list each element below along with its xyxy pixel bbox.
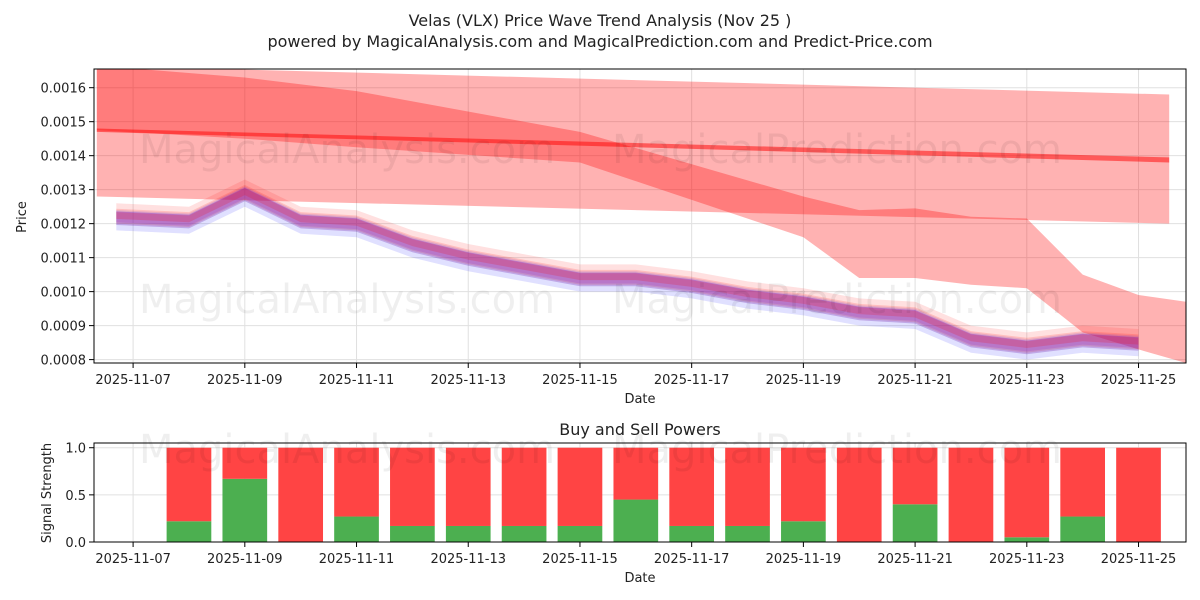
price-plot: MagicalAnalysis.com MagicalPrediction.co… (15, 68, 1187, 407)
sell-bar (557, 447, 603, 526)
price-x-tick-label: 2025-11-13 (430, 373, 506, 388)
power-x-tick-label: 2025-11-19 (766, 552, 842, 567)
sell-bar (278, 447, 324, 542)
sell-bar (1116, 447, 1161, 542)
sell-bar (334, 447, 379, 517)
power-x-tick-label: 2025-11-07 (95, 552, 171, 567)
price-x-tick-label: 2025-11-11 (319, 373, 395, 388)
sell-bar (445, 447, 491, 526)
price-x-tick-label: 2025-11-09 (207, 373, 283, 388)
price-x-tick-label: 2025-11-17 (654, 373, 730, 388)
sell-bar (166, 447, 212, 522)
power-watermarks: MagicalAnalysis.com MagicalPrediction.co… (139, 427, 1062, 473)
wave-ribbon-4 (116, 187, 1139, 355)
price-x-label: Date (624, 392, 655, 407)
buy-bar (669, 525, 715, 542)
buy-bar (1004, 537, 1050, 542)
wave-ribbon-5 (116, 187, 1139, 352)
power-x-tick-label: 2025-11-13 (430, 552, 506, 567)
power-x-tick-label: 2025-11-15 (542, 552, 618, 567)
power-plot: MagicalAnalysis.com MagicalPrediction.co… (40, 427, 1187, 586)
price-x-tick-label: 2025-11-19 (766, 373, 842, 388)
sell-bar (669, 447, 715, 526)
watermark-analysis-top: MagicalAnalysis.com (139, 127, 555, 173)
buy-bar (557, 525, 603, 542)
sell-bar (1060, 447, 1106, 517)
power-bars (166, 447, 1161, 542)
main-chart-subtitle: powered by MagicalAnalysis.com and Magic… (267, 32, 932, 51)
main-chart-title: Velas (VLX) Price Wave Trend Analysis (N… (409, 11, 792, 30)
power-chart-title: Buy and Sell Powers (559, 420, 721, 439)
price-y-tick-label: 0.0010 (41, 286, 87, 301)
buy-bar (725, 525, 770, 542)
price-y-label: Price (15, 201, 30, 233)
watermark-analysis-bottom: MagicalAnalysis.com (139, 427, 555, 473)
buy-bar (1060, 516, 1106, 542)
power-y-tick-label: 0.0 (65, 536, 86, 551)
buy-bar (166, 521, 212, 542)
price-watermarks: MagicalAnalysis.com MagicalPrediction.co… (139, 127, 1062, 323)
power-y-tick-label: 0.5 (65, 489, 86, 504)
price-y-tick-label: 0.0013 (41, 184, 87, 199)
power-y-label: Signal Strength (40, 443, 55, 543)
sell-bar (222, 447, 268, 479)
price-plot-frame (93, 68, 1187, 364)
buy-bar (781, 521, 826, 542)
sell-bar (725, 447, 770, 526)
buy-bar (222, 478, 268, 542)
price-grid (94, 69, 1186, 363)
buy-bar (501, 525, 547, 542)
price-y-ticks: 0.0008 0.0009 0.0010 0.0011 0.0012 0.0013 0.00… (41, 82, 94, 369)
power-x-tick-label: 2025-11-09 (207, 552, 283, 567)
price-band-3 (96, 128, 1170, 163)
power-x-tick-label: 2025-11-21 (877, 552, 953, 567)
price-y-tick-label: 0.0014 (41, 150, 87, 165)
watermark-prediction-mid: MagicalPrediction.com (612, 277, 1062, 323)
watermark-prediction-bottom: MagicalPrediction.com (612, 427, 1062, 473)
buy-bar (445, 525, 491, 542)
price-y-tick-label: 0.0011 (41, 252, 87, 267)
sell-bar (501, 447, 547, 526)
price-band-2 (96, 69, 1186, 363)
power-y-ticks: 0.0 0.5 1.0 (65, 442, 94, 551)
watermark-prediction-top: MagicalPrediction.com (612, 127, 1062, 173)
sell-bar (948, 447, 994, 542)
wave-ribbon-6 (116, 188, 1139, 348)
wave-ribbon-1 (116, 179, 1139, 355)
sell-bar (390, 447, 435, 526)
price-y-tick-label: 0.0016 (41, 82, 87, 97)
sell-bar (892, 447, 938, 505)
wave-ribbon-2 (116, 186, 1139, 360)
price-y-tick-label: 0.0015 (41, 116, 87, 131)
price-x-tick-label: 2025-11-21 (877, 373, 953, 388)
power-x-ticks: 2025-11-07 2025-11-09 2025-11-11 2025-11-13… (95, 542, 1176, 567)
sell-bar (1004, 447, 1050, 538)
buy-bar (390, 525, 435, 542)
price-x-tick-label: 2025-11-07 (95, 373, 171, 388)
buy-bar (892, 504, 938, 542)
watermark-analysis-mid: MagicalAnalysis.com (139, 277, 555, 323)
price-x-tick-label: 2025-11-23 (989, 373, 1065, 388)
power-x-tick-label: 2025-11-23 (989, 552, 1065, 567)
price-x-tick-label: 2025-11-15 (542, 373, 618, 388)
power-x-tick-label: 2025-11-11 (319, 552, 395, 567)
power-y-tick-label: 1.0 (65, 442, 86, 457)
sell-bar (781, 447, 826, 522)
price-y-tick-label: 0.0008 (41, 354, 87, 369)
power-x-tick-label: 2025-11-25 (1101, 552, 1177, 567)
price-y-tick-label: 0.0012 (41, 218, 87, 233)
price-x-tick-label: 2025-11-25 (1101, 373, 1177, 388)
buy-bar (334, 516, 379, 542)
buy-bar (613, 499, 659, 542)
sell-bar (613, 447, 659, 500)
power-plot-frame (93, 442, 1187, 543)
wave-ribbon-3 (116, 184, 1139, 353)
power-x-tick-label: 2025-11-17 (654, 552, 730, 567)
power-x-label: Date (624, 571, 655, 586)
price-x-ticks: 2025-11-07 2025-11-09 2025-11-11 2025-11-13… (95, 363, 1176, 388)
sell-bar (836, 447, 882, 542)
price-y-tick-label: 0.0009 (41, 320, 87, 335)
price-bands (96, 69, 1186, 363)
